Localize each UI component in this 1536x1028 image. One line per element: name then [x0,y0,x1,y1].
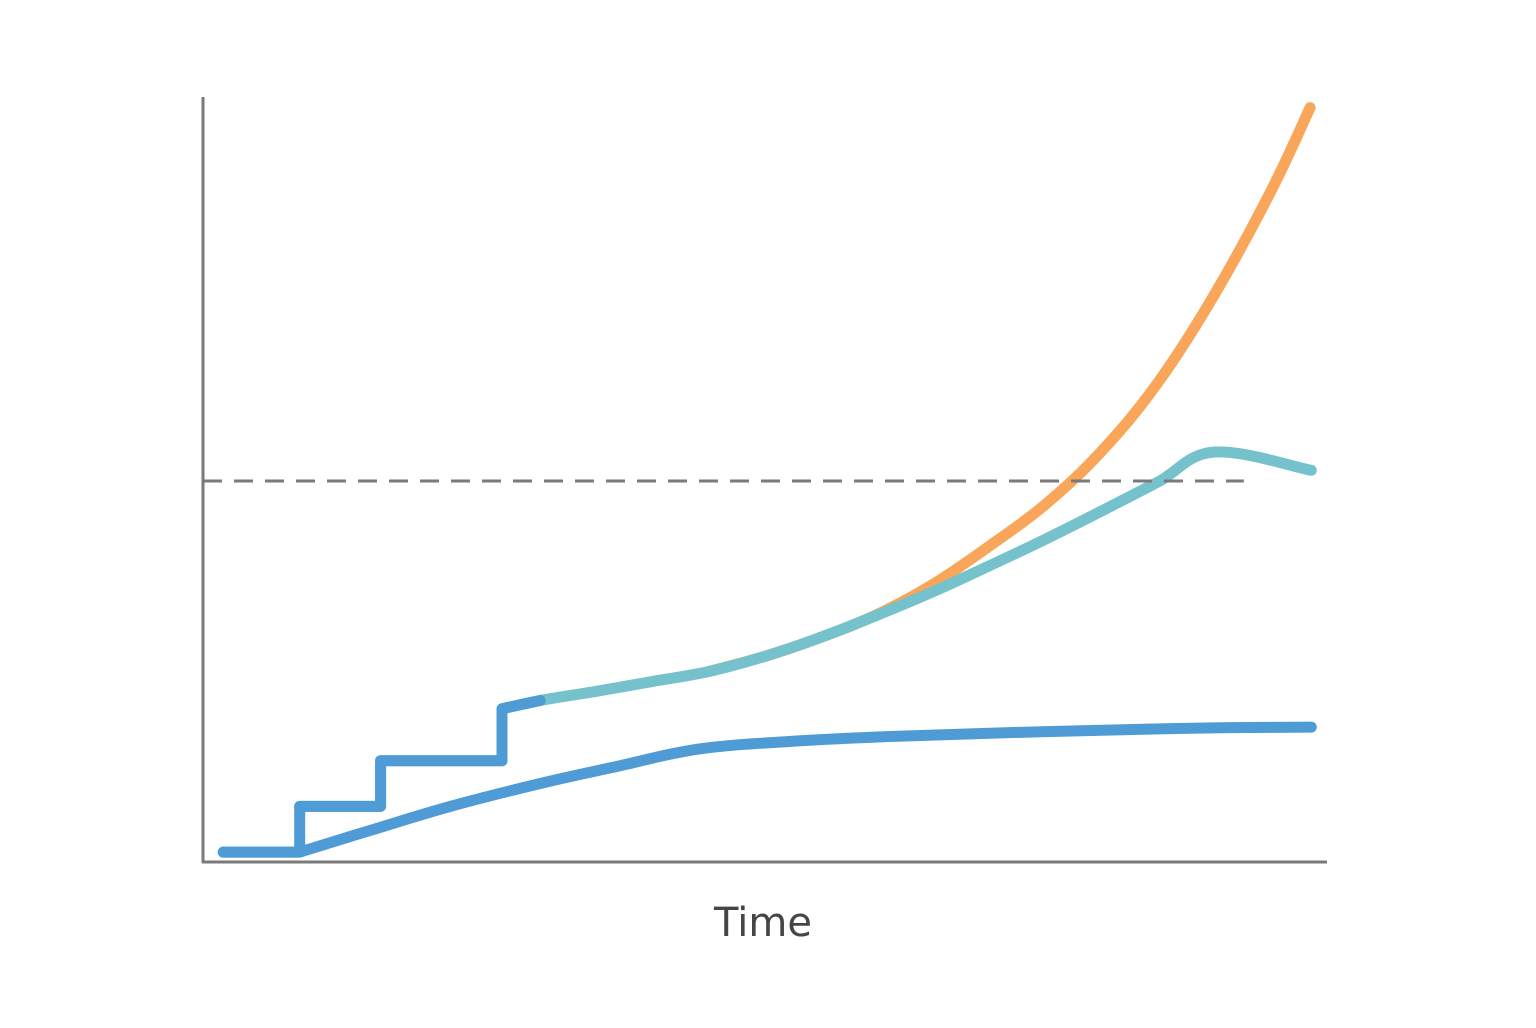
series-line-2 [294,446,1317,812]
x-axis-label: Time [713,900,812,946]
series-layer [217,102,1317,858]
series-line-3 [217,695,546,858]
series-line-4 [217,721,1317,858]
series-line-1 [703,102,1316,677]
